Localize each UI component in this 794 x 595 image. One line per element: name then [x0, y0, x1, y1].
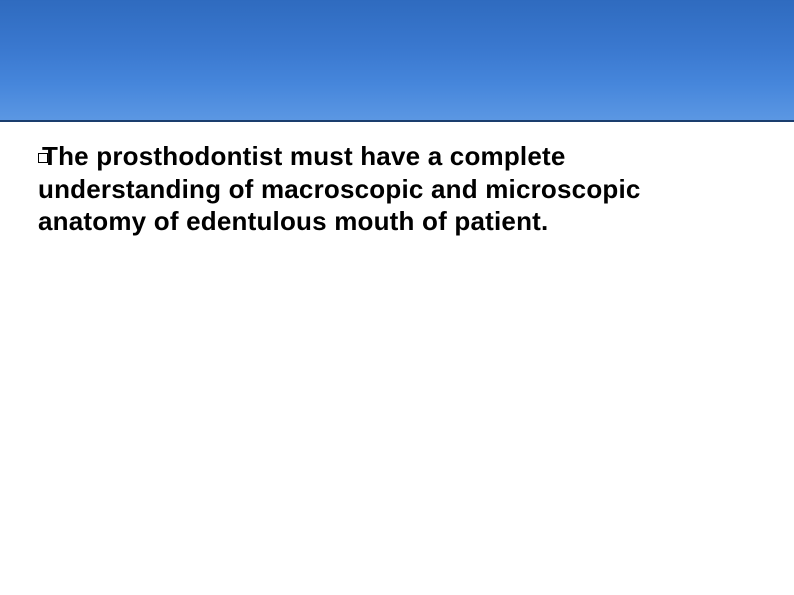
slide: The prosthodontist must have a complete … — [0, 0, 794, 595]
title-bar — [0, 0, 794, 122]
body-text: The prosthodontist must have a complete … — [38, 141, 641, 236]
body-paragraph: The prosthodontist must have a complete … — [38, 140, 754, 238]
bullet-icon — [38, 153, 48, 163]
content-area: The prosthodontist must have a complete … — [0, 122, 794, 238]
